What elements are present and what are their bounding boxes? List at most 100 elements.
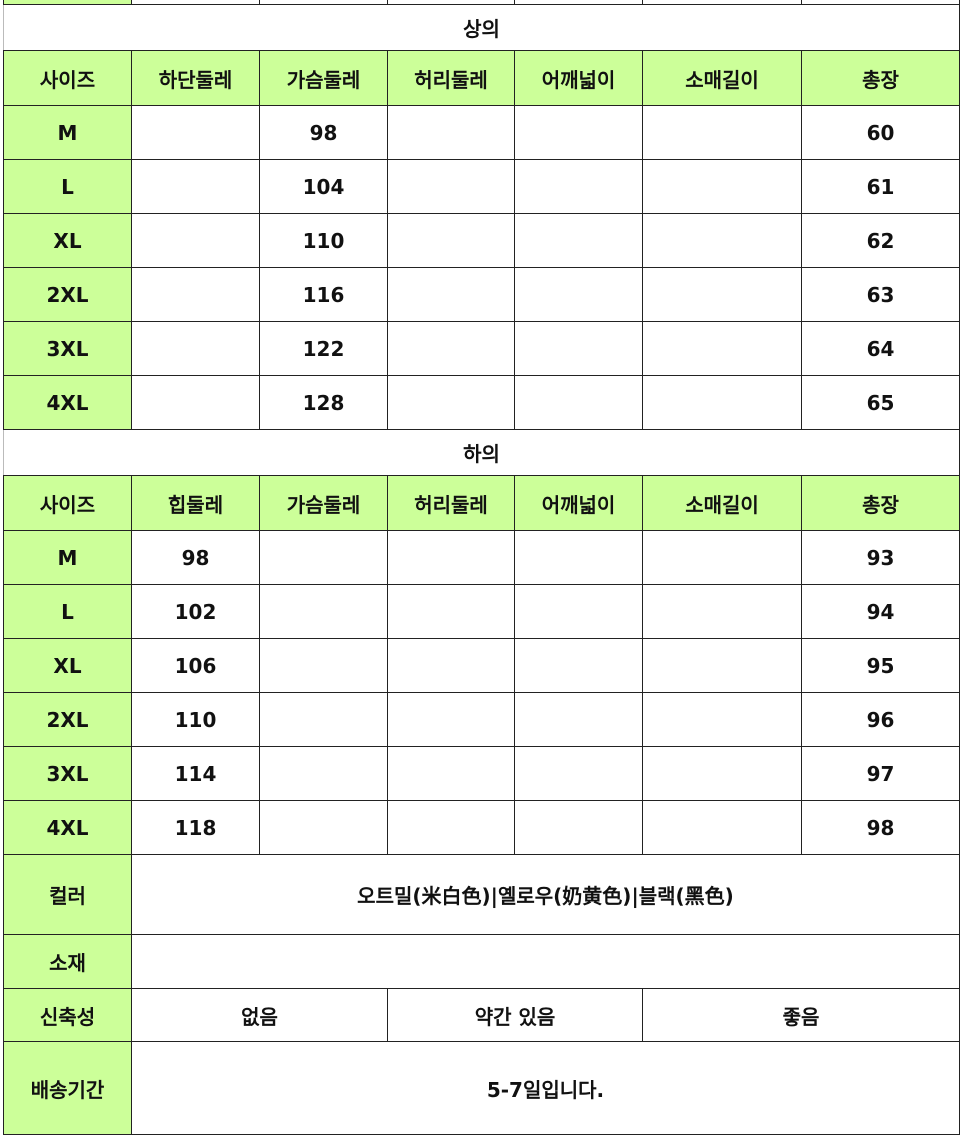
measurement-cell: 104 — [259, 159, 388, 214]
measurement-cell: 98 — [801, 800, 960, 855]
size-chart-table: 상의 사이즈 하단둘레 가슴둘레 허리둘레 어깨넓이 소매길이 총장 M 98 60 L 104 61 XL… — [3, 0, 960, 1135]
measurement-cell — [514, 321, 643, 376]
size-label: 3XL — [3, 746, 132, 801]
measurement-cell — [259, 692, 388, 747]
measurement-cell — [642, 159, 802, 214]
measurement-cell — [387, 746, 515, 801]
measurement-cell — [514, 800, 643, 855]
stretch-label: 신축성 — [3, 988, 132, 1042]
column-header: 허리둘레 — [387, 50, 515, 106]
table-row: 4XL 128 65 — [3, 375, 960, 430]
measurement-cell — [387, 267, 515, 322]
table-row: XL 110 62 — [3, 213, 960, 268]
measurement-cell: 62 — [801, 213, 960, 268]
measurement-cell: 94 — [801, 584, 960, 639]
measurement-cell — [387, 584, 515, 639]
table-row: M 98 60 — [3, 105, 960, 160]
measurement-cell: 97 — [801, 746, 960, 801]
bottom-section-title-row: 하의 — [3, 429, 960, 476]
measurement-cell — [259, 638, 388, 693]
measurement-cell — [131, 105, 260, 160]
table-row: XL 106 95 — [3, 638, 960, 693]
top-section-title: 상의 — [3, 4, 960, 51]
measurement-cell — [259, 746, 388, 801]
table-row: M 98 93 — [3, 530, 960, 585]
measurement-cell: 102 — [131, 584, 260, 639]
table-row: L 102 94 — [3, 584, 960, 639]
column-header: 소매길이 — [642, 50, 802, 106]
measurement-cell — [642, 692, 802, 747]
size-label: L — [3, 159, 132, 214]
shipping-row: 배송기간 5-7일입니다. — [3, 1041, 960, 1135]
color-row: 컬러 오트밀(米白色)|옐로우(奶黄色)|블랙(黑色) — [3, 854, 960, 935]
measurement-cell — [514, 638, 643, 693]
top-header-row: 사이즈 하단둘레 가슴둘레 허리둘레 어깨넓이 소매길이 총장 — [3, 50, 960, 106]
stretch-option-slight: 약간 있음 — [387, 988, 643, 1042]
measurement-cell — [642, 105, 802, 160]
column-header: 허리둘레 — [387, 475, 515, 531]
measurement-cell — [387, 375, 515, 430]
size-label: L — [3, 584, 132, 639]
measurement-cell — [514, 159, 643, 214]
measurement-cell — [642, 213, 802, 268]
measurement-cell: 95 — [801, 638, 960, 693]
measurement-cell: 64 — [801, 321, 960, 376]
column-header: 소매길이 — [642, 475, 802, 531]
measurement-cell — [514, 530, 643, 585]
measurement-cell — [259, 530, 388, 585]
measurement-cell — [387, 800, 515, 855]
measurement-cell — [514, 213, 643, 268]
column-header: 가슴둘레 — [259, 475, 388, 531]
table-row: L 104 61 — [3, 159, 960, 214]
measurement-cell: 122 — [259, 321, 388, 376]
measurement-cell: 93 — [801, 530, 960, 585]
measurement-cell — [259, 584, 388, 639]
measurement-cell — [387, 321, 515, 376]
column-header: 하단둘레 — [131, 50, 260, 106]
color-value: 오트밀(米白色)|옐로우(奶黄色)|블랙(黑色) — [131, 854, 960, 935]
measurement-cell: 106 — [131, 638, 260, 693]
measurement-cell: 110 — [131, 692, 260, 747]
column-header: 어깨넓이 — [514, 50, 643, 106]
size-label: XL — [3, 638, 132, 693]
measurement-cell: 118 — [131, 800, 260, 855]
measurement-cell: 116 — [259, 267, 388, 322]
measurement-cell: 65 — [801, 375, 960, 430]
size-label: M — [3, 105, 132, 160]
measurement-cell — [514, 746, 643, 801]
measurement-cell — [131, 321, 260, 376]
measurement-cell — [514, 584, 643, 639]
measurement-cell: 114 — [131, 746, 260, 801]
column-header: 힙둘레 — [131, 475, 260, 531]
top-section-title-row: 상의 — [3, 4, 960, 51]
table-row: 2XL 110 96 — [3, 692, 960, 747]
size-label: 4XL — [3, 375, 132, 430]
stretch-option-good: 좋음 — [642, 988, 960, 1042]
measurement-cell: 63 — [801, 267, 960, 322]
measurement-cell: 96 — [801, 692, 960, 747]
size-label: 3XL — [3, 321, 132, 376]
measurement-cell — [642, 321, 802, 376]
measurement-cell — [514, 105, 643, 160]
measurement-cell — [131, 267, 260, 322]
measurement-cell — [642, 638, 802, 693]
measurement-cell — [131, 213, 260, 268]
table-row: 4XL 118 98 — [3, 800, 960, 855]
material-value — [131, 934, 960, 989]
measurement-cell — [387, 213, 515, 268]
measurement-cell — [259, 800, 388, 855]
size-label: M — [3, 530, 132, 585]
table-row: 2XL 116 63 — [3, 267, 960, 322]
table-row: 3XL 122 64 — [3, 321, 960, 376]
bottom-header-row: 사이즈 힙둘레 가슴둘레 허리둘레 어깨넓이 소매길이 총장 — [3, 475, 960, 531]
measurement-cell — [642, 800, 802, 855]
measurement-cell — [514, 692, 643, 747]
size-label: 4XL — [3, 800, 132, 855]
column-header: 어깨넓이 — [514, 475, 643, 531]
measurement-cell — [642, 530, 802, 585]
measurement-cell — [387, 692, 515, 747]
measurement-cell: 110 — [259, 213, 388, 268]
measurement-cell — [131, 375, 260, 430]
material-label: 소재 — [3, 934, 132, 989]
column-header: 사이즈 — [3, 50, 132, 106]
